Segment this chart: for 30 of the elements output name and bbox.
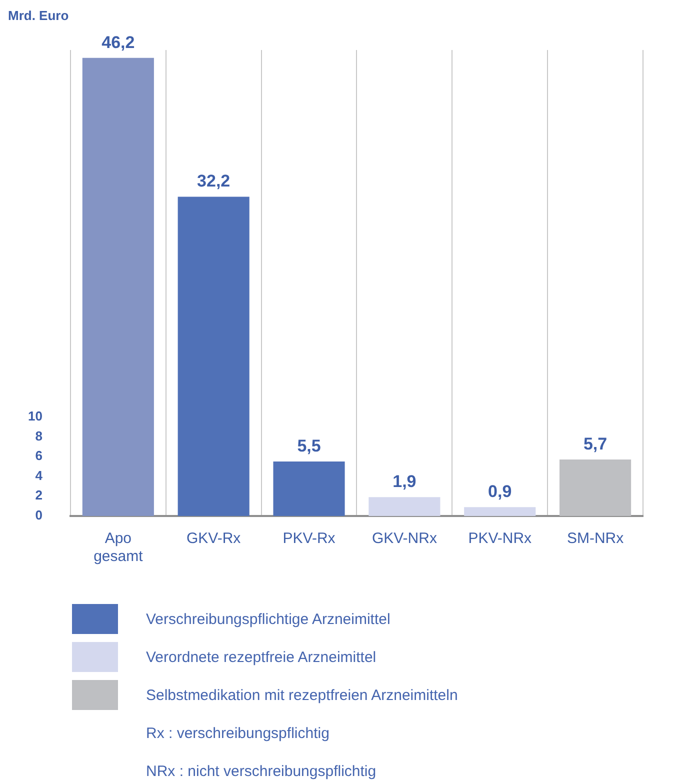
text: Rx : verschreibungspflichtig: [145, 724, 330, 744]
y-tick-label: 4: [35, 468, 44, 483]
y-tick-label: 8: [35, 428, 42, 444]
y-tick-label: 2: [35, 488, 42, 503]
x-tick-label: Apo gesamt: [94, 530, 144, 566]
bar: [368, 497, 440, 516]
y-tick-label: 6: [35, 448, 42, 464]
data-label: 32,2: [197, 172, 230, 191]
x-tick-label: PKV-Rx: [282, 530, 336, 548]
legend-label: Verordnete rezeptfreie Arzneimittel: [146, 648, 376, 666]
legend-label: Selbstmedikation mit rezeptfreien Arzneimitteln: [146, 686, 458, 704]
x-tick-label: GKV-NRx: [372, 530, 438, 548]
y-tick-label: 10: [28, 408, 42, 424]
bar: [464, 507, 536, 516]
bar: [273, 461, 345, 516]
data-label: 5,7: [583, 434, 608, 454]
data-label: 1,9: [392, 472, 416, 492]
data-label: 46,2: [102, 32, 135, 52]
data-label: 5,5: [297, 436, 321, 456]
text: NRx : nicht verschreibungspflichtig: [145, 762, 378, 782]
y-axis-title: Mrd. Euro: [8, 8, 69, 23]
bar: [178, 196, 250, 516]
x-tick-label: GKV-Rx: [186, 530, 242, 548]
x-tick-label: SM-NRx: [566, 530, 624, 548]
legend-label: Verschreibungspflichtige Arzneimittel: [146, 610, 390, 628]
x-tick-label: PKV-NRx: [468, 530, 532, 548]
data-label: 0,9: [488, 482, 512, 502]
y-tick-label: 0: [35, 508, 42, 523]
bar: [82, 58, 154, 516]
bar: [560, 459, 632, 516]
